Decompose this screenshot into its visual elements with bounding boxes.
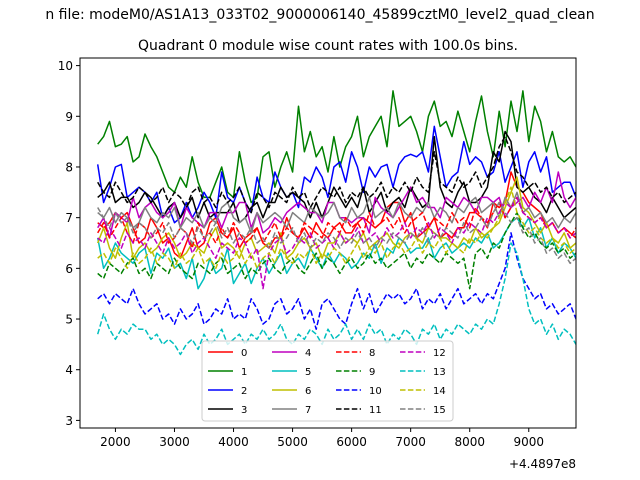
x-tick-label: 6000 — [336, 435, 367, 449]
legend-label-11: 11 — [369, 405, 382, 416]
y-tick-label: 3 — [65, 414, 73, 428]
legend-label-14: 14 — [433, 386, 446, 397]
series-line-7 — [97, 191, 576, 234]
legend-label-1: 1 — [241, 367, 247, 378]
y-tick-label: 8 — [65, 160, 73, 174]
x-axis: 2000 3000 4000 5000 6000 7000 8000 9000 — [100, 428, 544, 449]
legend-label-0: 0 — [241, 348, 247, 359]
series-line-4 — [97, 171, 576, 239]
legend-frame — [201, 340, 454, 422]
legend-label-9: 9 — [369, 367, 375, 378]
chart-title: Quadrant 0 module wise count rates with … — [138, 38, 518, 54]
y-tick-label: 6 — [65, 262, 73, 276]
legend-label-15: 15 — [433, 405, 446, 416]
x-tick-label: 5000 — [277, 435, 308, 449]
x-tick-label: 8000 — [454, 435, 485, 449]
series-line-9 — [97, 211, 576, 290]
x-tick-label: 7000 — [395, 435, 426, 449]
legend-label-10: 10 — [369, 386, 382, 397]
y-tick-label: 10 — [58, 59, 73, 73]
series-line-15 — [97, 201, 576, 265]
legend-label-4: 4 — [305, 348, 311, 359]
series-line-1 — [97, 90, 576, 204]
legend-label-2: 2 — [241, 386, 247, 397]
x-offset-text: +4.4897e8 — [509, 457, 576, 471]
y-tick-label: 5 — [65, 313, 73, 327]
y-tick-label: 7 — [65, 211, 73, 225]
x-tick-label: 4000 — [218, 435, 249, 449]
axes-frame — [79, 57, 577, 429]
legend-label-6: 6 — [305, 386, 311, 397]
series-layer — [96, 90, 576, 356]
series-line-13 — [96, 242, 576, 356]
series-line-10 — [97, 232, 576, 330]
legend-label-12: 12 — [433, 348, 446, 359]
legend-label-7: 7 — [305, 405, 311, 416]
legend-label-13: 13 — [433, 367, 446, 378]
x-tick-label: 9000 — [513, 435, 544, 449]
figure-suptitle: n file: modeM0/AS1A13_033T02_9000006140_… — [45, 7, 594, 23]
y-axis: 3 4 5 6 7 8 9 10 — [58, 59, 80, 428]
series-line-14 — [97, 186, 576, 270]
series-line-3 — [97, 130, 576, 224]
legend-label-3: 3 — [241, 405, 247, 416]
plot-area: 2000 3000 4000 5000 6000 7000 8000 9000 3 4 5 6 7 8 9… — [58, 57, 577, 471]
x-tick-label: 3000 — [159, 435, 190, 449]
x-tick-label: 2000 — [100, 435, 131, 449]
y-tick-label: 4 — [65, 363, 73, 377]
y-tick-label: 9 — [65, 110, 73, 124]
series-line-11 — [97, 135, 576, 214]
legend-label-8: 8 — [369, 348, 375, 359]
legend-label-5: 5 — [305, 367, 311, 378]
